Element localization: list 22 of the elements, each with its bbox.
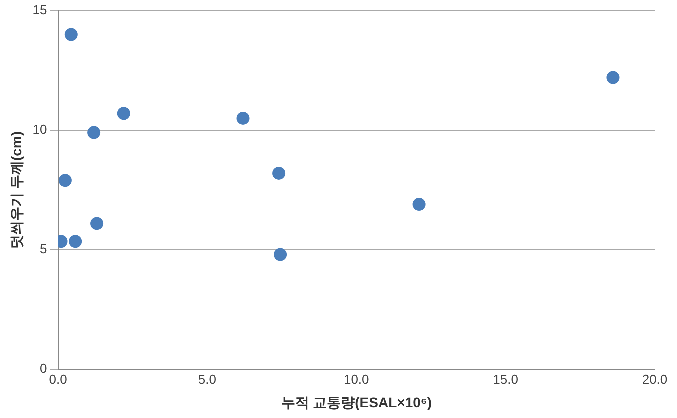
x-axis-title: 누적 교통량(ESAL×10⁶) xyxy=(281,394,432,410)
point xyxy=(69,235,82,248)
point xyxy=(412,198,426,212)
x-tick-label: 20.0 xyxy=(642,372,668,387)
point xyxy=(88,126,101,140)
point xyxy=(58,174,72,188)
y-tick-label: 15 xyxy=(32,2,48,18)
point xyxy=(236,112,250,125)
x-tick-label: 10.0 xyxy=(344,372,370,387)
point xyxy=(117,107,130,120)
point xyxy=(90,217,104,230)
point xyxy=(64,28,78,42)
y-tick-label: 5 xyxy=(40,242,48,257)
x-tick-label: 0.0 xyxy=(49,372,68,387)
point xyxy=(606,71,620,84)
y-axis-title: 덧씌우기 두께(cm) xyxy=(8,131,24,249)
y-tick-label: 10 xyxy=(32,122,48,137)
point xyxy=(272,166,286,180)
x-tick-label: 5.0 xyxy=(198,372,216,387)
y-tick-label: 0 xyxy=(40,361,48,376)
x-tick-label: 15.0 xyxy=(493,372,518,387)
point xyxy=(274,248,288,262)
